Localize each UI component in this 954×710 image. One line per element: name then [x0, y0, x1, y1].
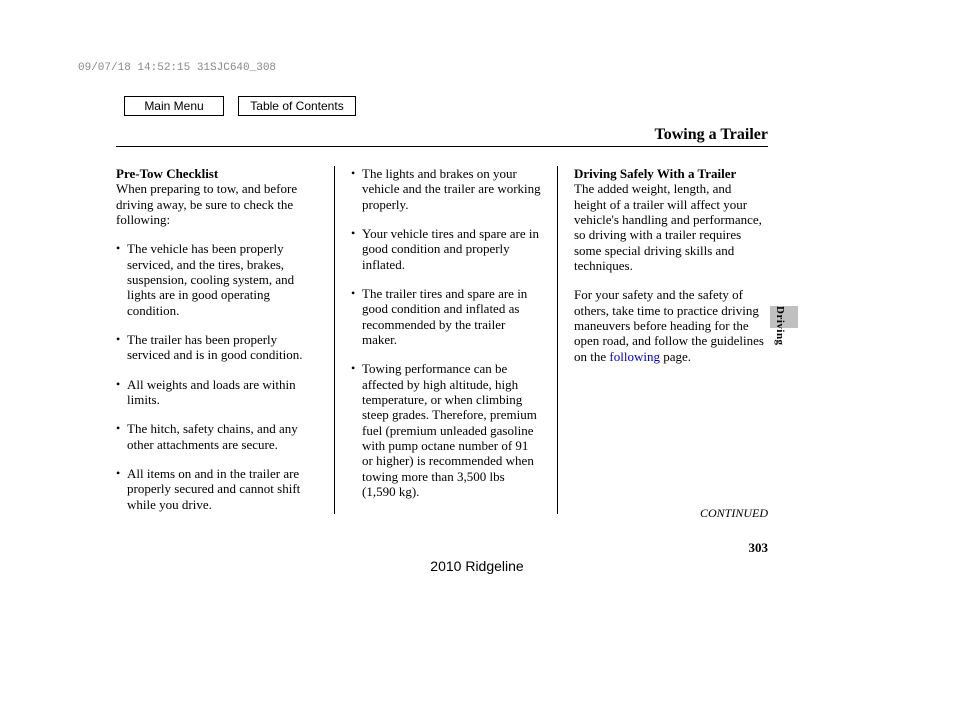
list-item: The vehicle has been properly serviced, …	[116, 241, 318, 318]
column-divider	[557, 166, 558, 514]
column-divider	[334, 166, 335, 514]
column-3: Driving Safely With a Trailer The added …	[562, 166, 780, 526]
driving-safely-p2: For your safety and the safety of others…	[574, 287, 764, 364]
driving-safely-heading: Driving Safely With a Trailer	[574, 166, 764, 181]
page-title: Towing a Trailer	[655, 126, 769, 144]
section-tab-label: Driving	[774, 306, 786, 346]
list-item: Your vehicle tires and spare are in good…	[351, 226, 541, 272]
list-item: The hitch, safety chains, and any other …	[116, 421, 318, 452]
pre-tow-heading: Pre-Tow Checklist	[116, 166, 318, 181]
list-item: All weights and loads are within limits.	[116, 377, 318, 408]
list-item: The trailer tires and spare are in good …	[351, 286, 541, 347]
list-item: Towing performance can be affected by hi…	[351, 361, 541, 499]
driving-safely-p1: The added weight, length, and height of …	[574, 181, 764, 273]
title-rule	[116, 146, 768, 147]
table-of-contents-button[interactable]: Table of Contents	[238, 96, 356, 116]
following-link[interactable]: following	[609, 349, 660, 364]
continued-label: CONTINUED	[700, 506, 768, 521]
column-1: Pre-Tow Checklist When preparing to tow,…	[116, 166, 334, 526]
p2-text-b: page.	[660, 349, 691, 364]
pre-tow-list: The vehicle has been properly serviced, …	[116, 241, 318, 512]
nav-button-row: Main Menu Table of Contents	[124, 96, 356, 116]
list-item: The lights and brakes on your vehicle an…	[351, 166, 541, 212]
checks-list: The lights and brakes on your vehicle an…	[351, 166, 541, 499]
column-2: The lights and brakes on your vehicle an…	[339, 166, 557, 526]
header-timestamp-code: 09/07/18 14:52:15 31SJC640_308	[78, 62, 276, 74]
main-menu-button[interactable]: Main Menu	[124, 96, 224, 116]
content-columns: Pre-Tow Checklist When preparing to tow,…	[116, 166, 780, 526]
list-item: The trailer has been properly serviced a…	[116, 332, 318, 363]
page-number: 303	[749, 540, 769, 556]
list-item: All items on and in the trailer are prop…	[116, 466, 318, 512]
pre-tow-intro: When preparing to tow, and before drivin…	[116, 181, 318, 227]
footer-model-year: 2010 Ridgeline	[0, 558, 954, 574]
